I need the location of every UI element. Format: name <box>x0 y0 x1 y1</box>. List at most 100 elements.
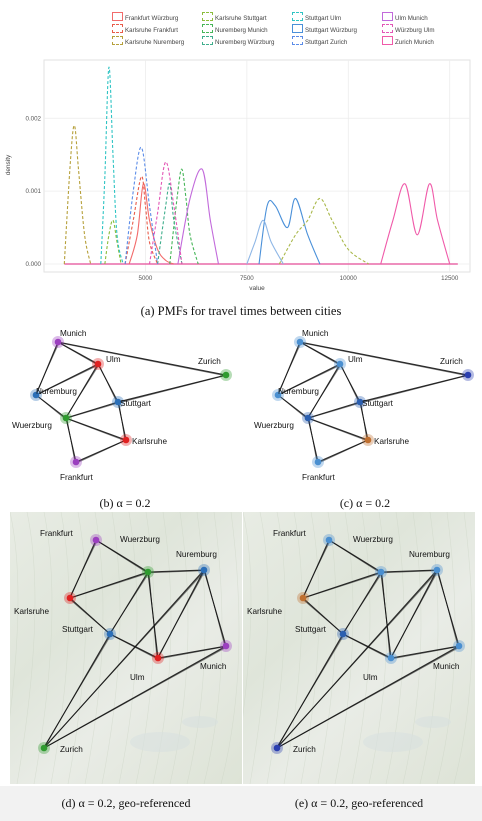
map-road <box>385 512 405 784</box>
node-marker <box>339 630 347 638</box>
edge <box>66 418 76 463</box>
edge <box>392 646 458 660</box>
map-lake <box>415 716 451 728</box>
map-road <box>16 512 36 784</box>
edge <box>59 342 225 377</box>
map-road <box>203 512 223 784</box>
edge <box>66 418 126 441</box>
edge <box>341 572 383 635</box>
map-road <box>243 512 252 718</box>
edge <box>98 364 118 403</box>
node-marker <box>273 744 281 752</box>
series-line <box>124 146 159 265</box>
legend-entry: Zurich Munich <box>382 36 434 46</box>
edge <box>437 570 459 647</box>
edge <box>360 402 368 441</box>
edge <box>158 645 226 659</box>
node-marker <box>122 436 130 444</box>
series-line <box>278 197 369 265</box>
edge <box>275 570 439 750</box>
legend-swatch <box>202 24 213 33</box>
edge <box>308 418 368 441</box>
node-marker <box>356 398 364 406</box>
legend-label: Stuttgart Zurich <box>305 39 348 46</box>
legend-label: Nuremberg Würzburg <box>215 39 275 46</box>
edge <box>34 364 100 397</box>
legend-swatch <box>292 36 303 45</box>
caption-c: (c) α = 0.2 <box>339 496 391 510</box>
legend-label: Stuttgart Würzburg <box>305 27 357 34</box>
edge <box>111 634 157 660</box>
node-marker <box>106 630 114 638</box>
node-label: Stuttgart <box>62 625 94 634</box>
legend-swatch <box>292 12 303 21</box>
caption-e: (e) α = 0.2, geo-referenced <box>294 796 424 810</box>
node-label: Ulm <box>348 355 363 364</box>
node-label: Wuerzburg <box>254 421 294 430</box>
legend-swatch <box>202 36 213 45</box>
map-road <box>101 512 121 784</box>
edges <box>42 539 228 750</box>
node-marker <box>222 371 230 379</box>
legend-label: Nuremberg Munich <box>215 27 268 34</box>
edge <box>276 570 438 749</box>
node-label: Frankfurt <box>302 473 335 482</box>
map-lake <box>130 732 190 752</box>
edge <box>307 364 341 419</box>
node-marker <box>377 568 385 576</box>
legend-label: Karlsruhe Nuremberg <box>125 39 185 46</box>
node-marker <box>114 398 122 406</box>
edge <box>330 540 380 574</box>
map-texture <box>10 512 240 784</box>
map-road <box>152 512 172 784</box>
node-label: Ulm <box>363 673 378 682</box>
edge <box>148 569 204 573</box>
edge <box>148 572 158 659</box>
node-label: Zurich <box>440 357 463 366</box>
edge <box>343 634 391 659</box>
map-road <box>135 512 155 784</box>
node-marker <box>54 338 62 346</box>
edge <box>302 540 330 599</box>
edge <box>42 634 112 749</box>
legend-swatch <box>382 24 393 33</box>
legend-swatch <box>382 12 393 21</box>
edge <box>382 570 436 574</box>
node-label: Munich <box>433 662 460 671</box>
legend-label: Karlsruhe Stuttgart <box>215 15 267 22</box>
node-marker <box>314 458 322 466</box>
node-label: Karlsruhe <box>14 607 49 616</box>
legend-entry: Karlsruhe Nuremberg <box>112 36 184 46</box>
map-road <box>283 512 303 784</box>
node-label: Karlsruhe <box>132 437 167 446</box>
map-road <box>266 512 286 784</box>
map-road <box>118 512 138 784</box>
node-marker <box>72 458 80 466</box>
edge <box>279 395 307 420</box>
edge <box>437 570 459 647</box>
map-road <box>169 512 189 784</box>
y-tick-label: 0.002 <box>26 115 42 122</box>
edge <box>381 569 437 573</box>
x-tick-label: 7500 <box>240 275 254 282</box>
edge <box>276 342 302 396</box>
legend-swatch <box>292 24 303 33</box>
edge <box>69 572 149 599</box>
node-label: Ulm <box>106 355 121 364</box>
edge <box>35 342 59 396</box>
caption-d: (d) α = 0.2, geo-referenced <box>61 796 191 810</box>
edge <box>65 402 119 419</box>
legend-label: Stuttgart Ulm <box>305 15 342 22</box>
node-marker <box>274 391 282 399</box>
edge <box>381 572 391 659</box>
edge <box>36 395 66 419</box>
node-label: Stuttgart <box>120 399 152 408</box>
series-line <box>63 125 92 265</box>
y-tick-label: 0.000 <box>26 261 42 268</box>
node-label: Frankfurt <box>40 529 73 538</box>
node-marker <box>364 436 372 444</box>
edge <box>342 572 382 635</box>
map-road <box>351 512 371 784</box>
edge <box>306 364 342 419</box>
node-marker <box>94 360 102 368</box>
